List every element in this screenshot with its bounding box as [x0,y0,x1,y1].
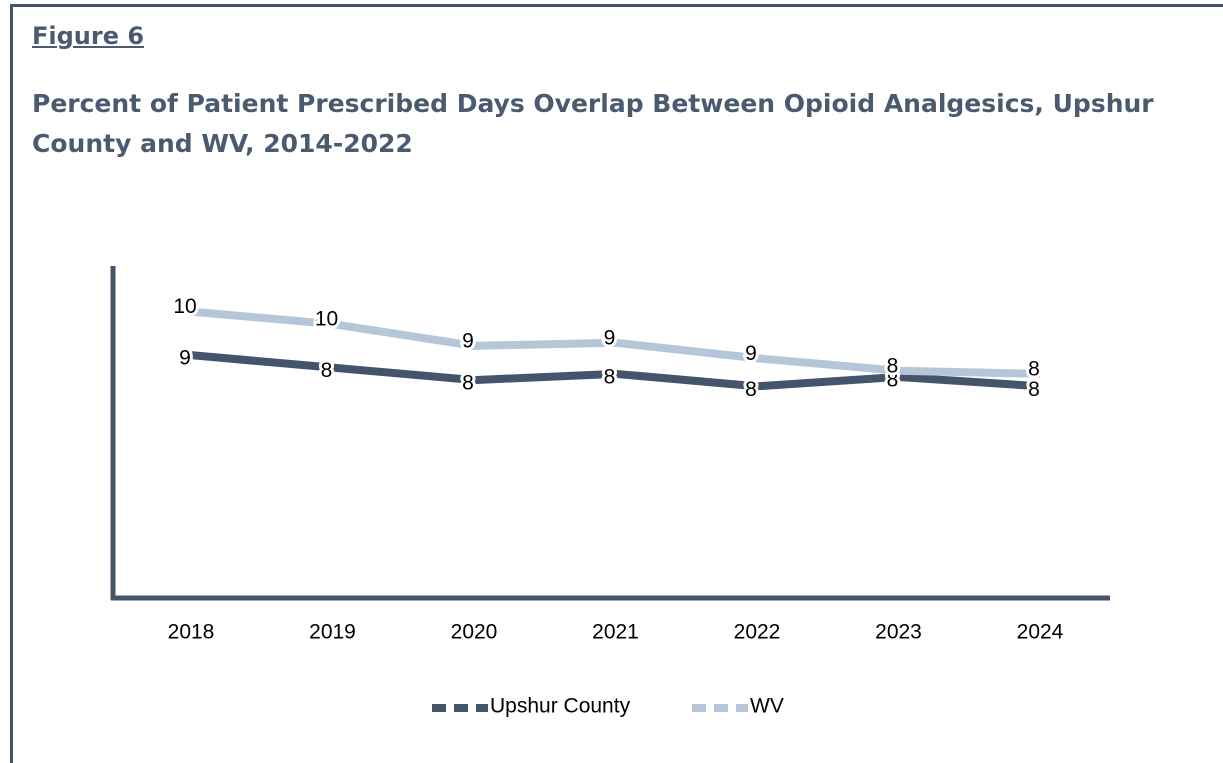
x-tick-label: 2018 [168,621,215,644]
data-label: 8 [1028,378,1040,401]
data-label: 8 [321,359,333,382]
chart-title: Percent of Patient Prescribed Days Overl… [32,89,1154,158]
data-label: 10 [315,308,338,331]
data-label: 9 [179,347,191,370]
series-line [190,351,1041,391]
data-label: 8 [462,372,474,395]
data-label: 9 [462,329,474,352]
x-tick-label: 2023 [875,621,922,644]
data-label: 9 [745,342,757,365]
series-line [190,307,1041,378]
data-label: 8 [604,365,616,388]
data-label: 8 [745,378,757,401]
x-tick-label: 2024 [1017,621,1064,644]
frame [10,4,1223,763]
data-label: 8 [887,354,899,377]
legend-label: Upshur County [490,695,631,718]
figure-label: Figure 6 [32,22,145,50]
x-tick-label: 2019 [309,621,356,644]
data-label: 10 [173,295,196,318]
data-label: 8 [887,369,899,392]
legend-label: WV [750,695,784,718]
x-tick-label: 2020 [451,621,498,644]
x-tick-label: 2022 [734,621,781,644]
data-label: 9 [604,326,616,349]
data-label: 8 [1028,357,1040,380]
x-tick-label: 2021 [592,621,639,644]
